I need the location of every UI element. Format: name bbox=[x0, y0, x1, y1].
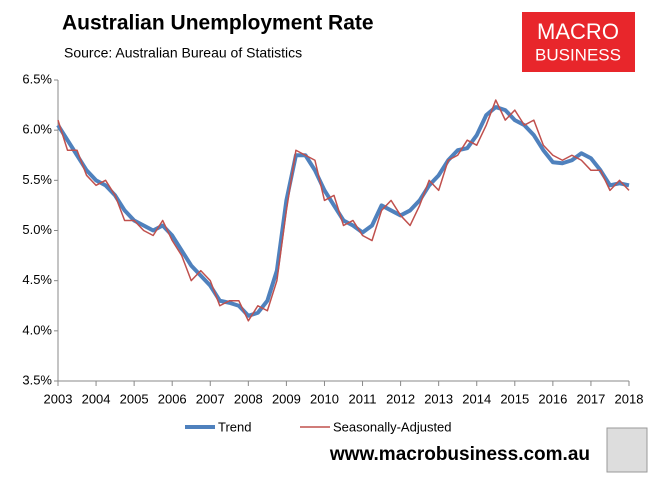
logo-text: BUSINESS bbox=[535, 45, 621, 64]
x-tick-label: 2004 bbox=[82, 391, 111, 406]
x-tick-label: 2015 bbox=[500, 391, 529, 406]
y-tick-label: 4.5% bbox=[22, 272, 52, 287]
y-tick-label: 5.5% bbox=[22, 172, 52, 187]
chart-title: Australian Unemployment Rate bbox=[62, 12, 374, 35]
chart-subtitle: Source: Australian Bureau of Statistics bbox=[64, 45, 302, 61]
x-tick-label: 2013 bbox=[424, 391, 453, 406]
logo-box bbox=[522, 12, 635, 72]
x-tick-label: 2012 bbox=[386, 391, 415, 406]
legend-label: Seasonally-Adjusted bbox=[333, 419, 452, 434]
y-tick-label: 5.0% bbox=[22, 222, 52, 237]
x-tick-label: 2018 bbox=[615, 391, 644, 406]
x-tick-label: 2009 bbox=[272, 391, 301, 406]
series-line bbox=[57, 99, 630, 322]
y-tick-label: 6.0% bbox=[22, 122, 52, 137]
x-tick-label: 2011 bbox=[349, 391, 377, 406]
logo-text: MACRO bbox=[537, 19, 619, 44]
y-tick-label: 6.5% bbox=[22, 71, 52, 86]
x-tick-label: 2014 bbox=[462, 391, 491, 406]
y-tick-label: 4.0% bbox=[22, 322, 52, 337]
website: www.macrobusiness.com.au bbox=[329, 444, 590, 465]
wolf-icon bbox=[606, 427, 648, 473]
y-tick-label: 3.5% bbox=[22, 372, 52, 387]
x-tick-label: 2016 bbox=[538, 391, 567, 406]
x-tick-label: 2010 bbox=[310, 391, 339, 406]
series-line bbox=[56, 105, 630, 318]
x-tick-label: 2017 bbox=[576, 391, 605, 406]
x-tick-label: 2003 bbox=[44, 391, 73, 406]
x-tick-label: 2006 bbox=[158, 391, 187, 406]
x-tick-label: 2005 bbox=[120, 391, 149, 406]
x-tick-label: 2008 bbox=[234, 391, 263, 406]
legend-label: Trend bbox=[218, 419, 251, 434]
x-tick-label: 2007 bbox=[196, 391, 225, 406]
